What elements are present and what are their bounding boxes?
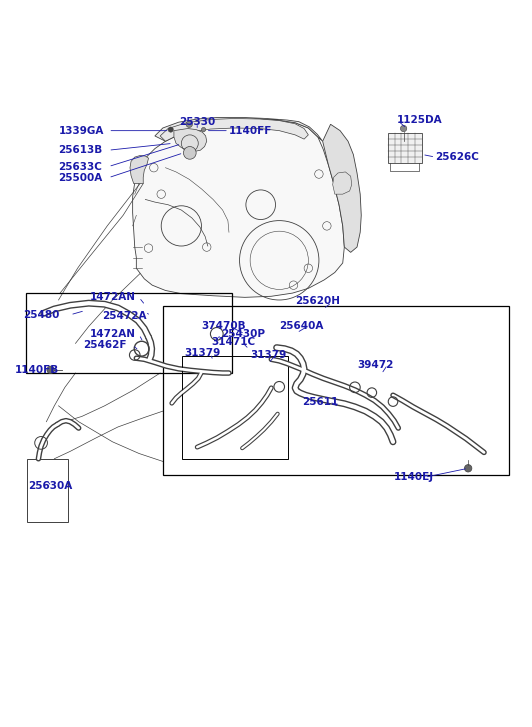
- Text: 25620H: 25620H: [295, 296, 340, 306]
- Text: 1125DA: 1125DA: [397, 115, 443, 125]
- Text: 31379: 31379: [250, 350, 286, 360]
- Circle shape: [464, 465, 472, 472]
- Polygon shape: [322, 124, 361, 252]
- Text: 25633C: 25633C: [59, 161, 103, 172]
- Circle shape: [184, 147, 196, 159]
- Text: 25462F: 25462F: [84, 340, 127, 350]
- Text: 25500A: 25500A: [59, 173, 103, 182]
- Text: 1339GA: 1339GA: [59, 126, 104, 136]
- Polygon shape: [132, 119, 344, 297]
- Text: 25613B: 25613B: [59, 145, 103, 156]
- Text: 1472AN: 1472AN: [90, 292, 136, 302]
- Polygon shape: [160, 119, 309, 141]
- Bar: [182, 356, 288, 459]
- Text: 25611: 25611: [302, 397, 338, 406]
- Bar: [26, 292, 231, 373]
- Polygon shape: [332, 172, 352, 194]
- Bar: [388, 133, 422, 164]
- Text: 1140EJ: 1140EJ: [394, 473, 434, 482]
- Text: 25472A: 25472A: [102, 311, 146, 321]
- Text: 31379: 31379: [184, 348, 220, 358]
- Polygon shape: [174, 129, 207, 151]
- Text: 39472: 39472: [357, 360, 393, 369]
- Text: 25480: 25480: [23, 310, 60, 320]
- Circle shape: [47, 366, 54, 374]
- Text: 31471C: 31471C: [211, 337, 255, 348]
- Text: 25626C: 25626C: [435, 152, 479, 162]
- Polygon shape: [130, 156, 148, 183]
- Text: 25640A: 25640A: [279, 321, 323, 331]
- Circle shape: [401, 125, 407, 132]
- Text: 1140FB: 1140FB: [14, 365, 59, 375]
- Bar: [163, 306, 510, 475]
- Text: 1472AN: 1472AN: [90, 329, 136, 340]
- Bar: [27, 459, 68, 522]
- Text: 37470B: 37470B: [202, 321, 246, 331]
- Text: 25630A: 25630A: [28, 481, 72, 491]
- Text: 1140FF: 1140FF: [229, 126, 272, 136]
- Circle shape: [168, 127, 173, 132]
- Circle shape: [186, 121, 193, 127]
- Polygon shape: [155, 118, 322, 141]
- Circle shape: [202, 127, 206, 132]
- Text: 25430P: 25430P: [221, 329, 265, 340]
- Text: 25330: 25330: [179, 116, 215, 126]
